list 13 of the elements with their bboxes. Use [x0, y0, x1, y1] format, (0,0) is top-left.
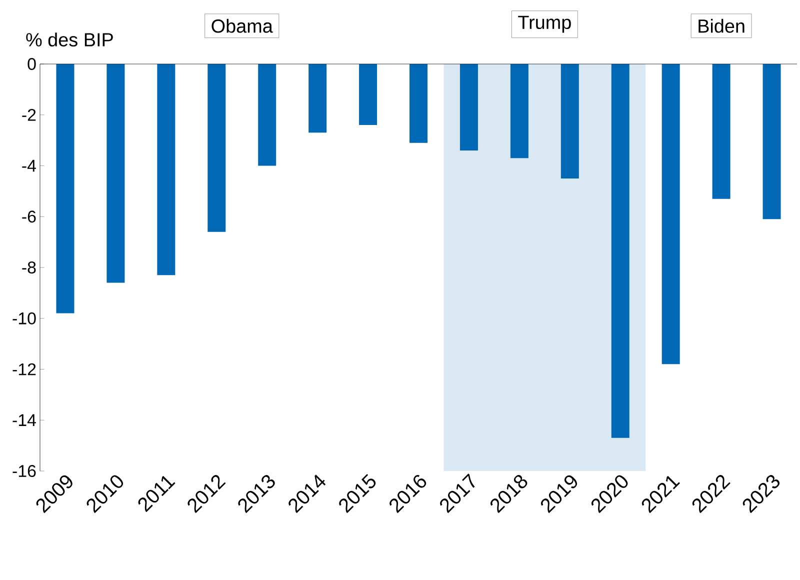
- y-tick-label: -8: [22, 262, 36, 274]
- y-tick-label: -4: [22, 160, 36, 172]
- y-tick-label: -2: [22, 108, 36, 121]
- y-tick-label: -14: [12, 414, 36, 426]
- y-tick-label: -10: [12, 312, 36, 324]
- y-tick-label: -6: [22, 210, 36, 223]
- y-tick-label: 0: [28, 58, 36, 70]
- text: Trump: [518, 16, 571, 33]
- text: Biden: [698, 18, 744, 33]
- y-axis-title: % des BIP: [26, 32, 113, 46]
- text: Obama: [212, 18, 273, 33]
- y-tick-label: -16: [12, 465, 36, 477]
- y-tick-label: -12: [12, 363, 36, 376]
